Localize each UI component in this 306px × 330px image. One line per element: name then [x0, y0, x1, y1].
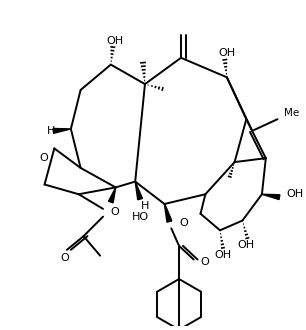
Polygon shape	[164, 204, 172, 222]
Text: O: O	[61, 252, 69, 263]
Text: H: H	[47, 126, 56, 136]
Text: OH: OH	[106, 36, 123, 46]
Text: OH: OH	[286, 189, 304, 199]
Text: O: O	[39, 153, 48, 163]
Polygon shape	[53, 128, 71, 133]
Text: O: O	[179, 217, 188, 227]
Text: Me: Me	[284, 108, 300, 118]
Text: OH: OH	[215, 250, 232, 260]
Polygon shape	[135, 182, 142, 200]
Polygon shape	[262, 194, 280, 200]
Text: H: H	[141, 201, 149, 211]
Text: O: O	[200, 257, 209, 268]
Polygon shape	[109, 187, 116, 203]
Text: O: O	[111, 207, 120, 217]
Text: OH: OH	[238, 240, 255, 250]
Text: HO: HO	[132, 212, 149, 222]
Text: OH: OH	[218, 48, 235, 58]
